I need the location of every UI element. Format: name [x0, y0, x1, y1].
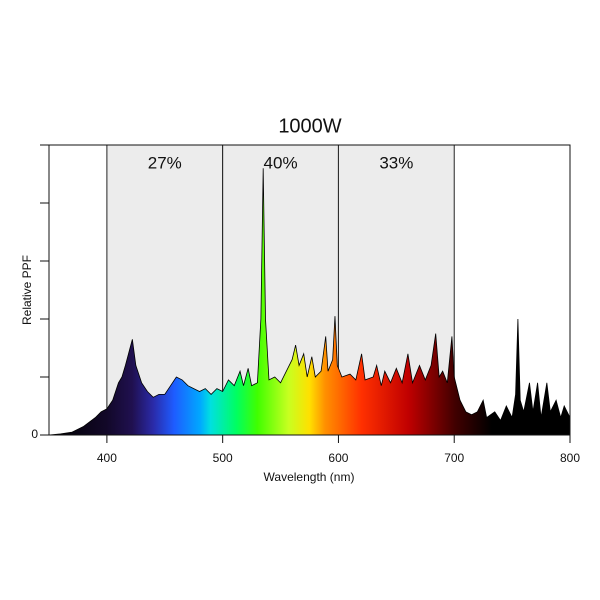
band-label: 33%: [379, 153, 413, 172]
band-label: 40%: [264, 153, 298, 172]
y-axis-label: Relative PPF: [20, 255, 34, 325]
spectrum-area: [49, 168, 570, 435]
chart-title: 1000W: [278, 115, 341, 137]
spectrum-line: [48, 168, 571, 436]
x-tick-label: 800: [560, 451, 580, 465]
x-tick-label: 600: [328, 451, 348, 465]
y-tick-label: 0: [31, 427, 38, 441]
plot: [48, 168, 571, 436]
x-tick-label: 500: [213, 451, 233, 465]
x-axis-label: Wavelength (nm): [264, 470, 355, 484]
x-tick-label: 700: [444, 451, 464, 465]
band-label: 27%: [148, 153, 182, 172]
x-tick-label: 400: [97, 451, 117, 465]
